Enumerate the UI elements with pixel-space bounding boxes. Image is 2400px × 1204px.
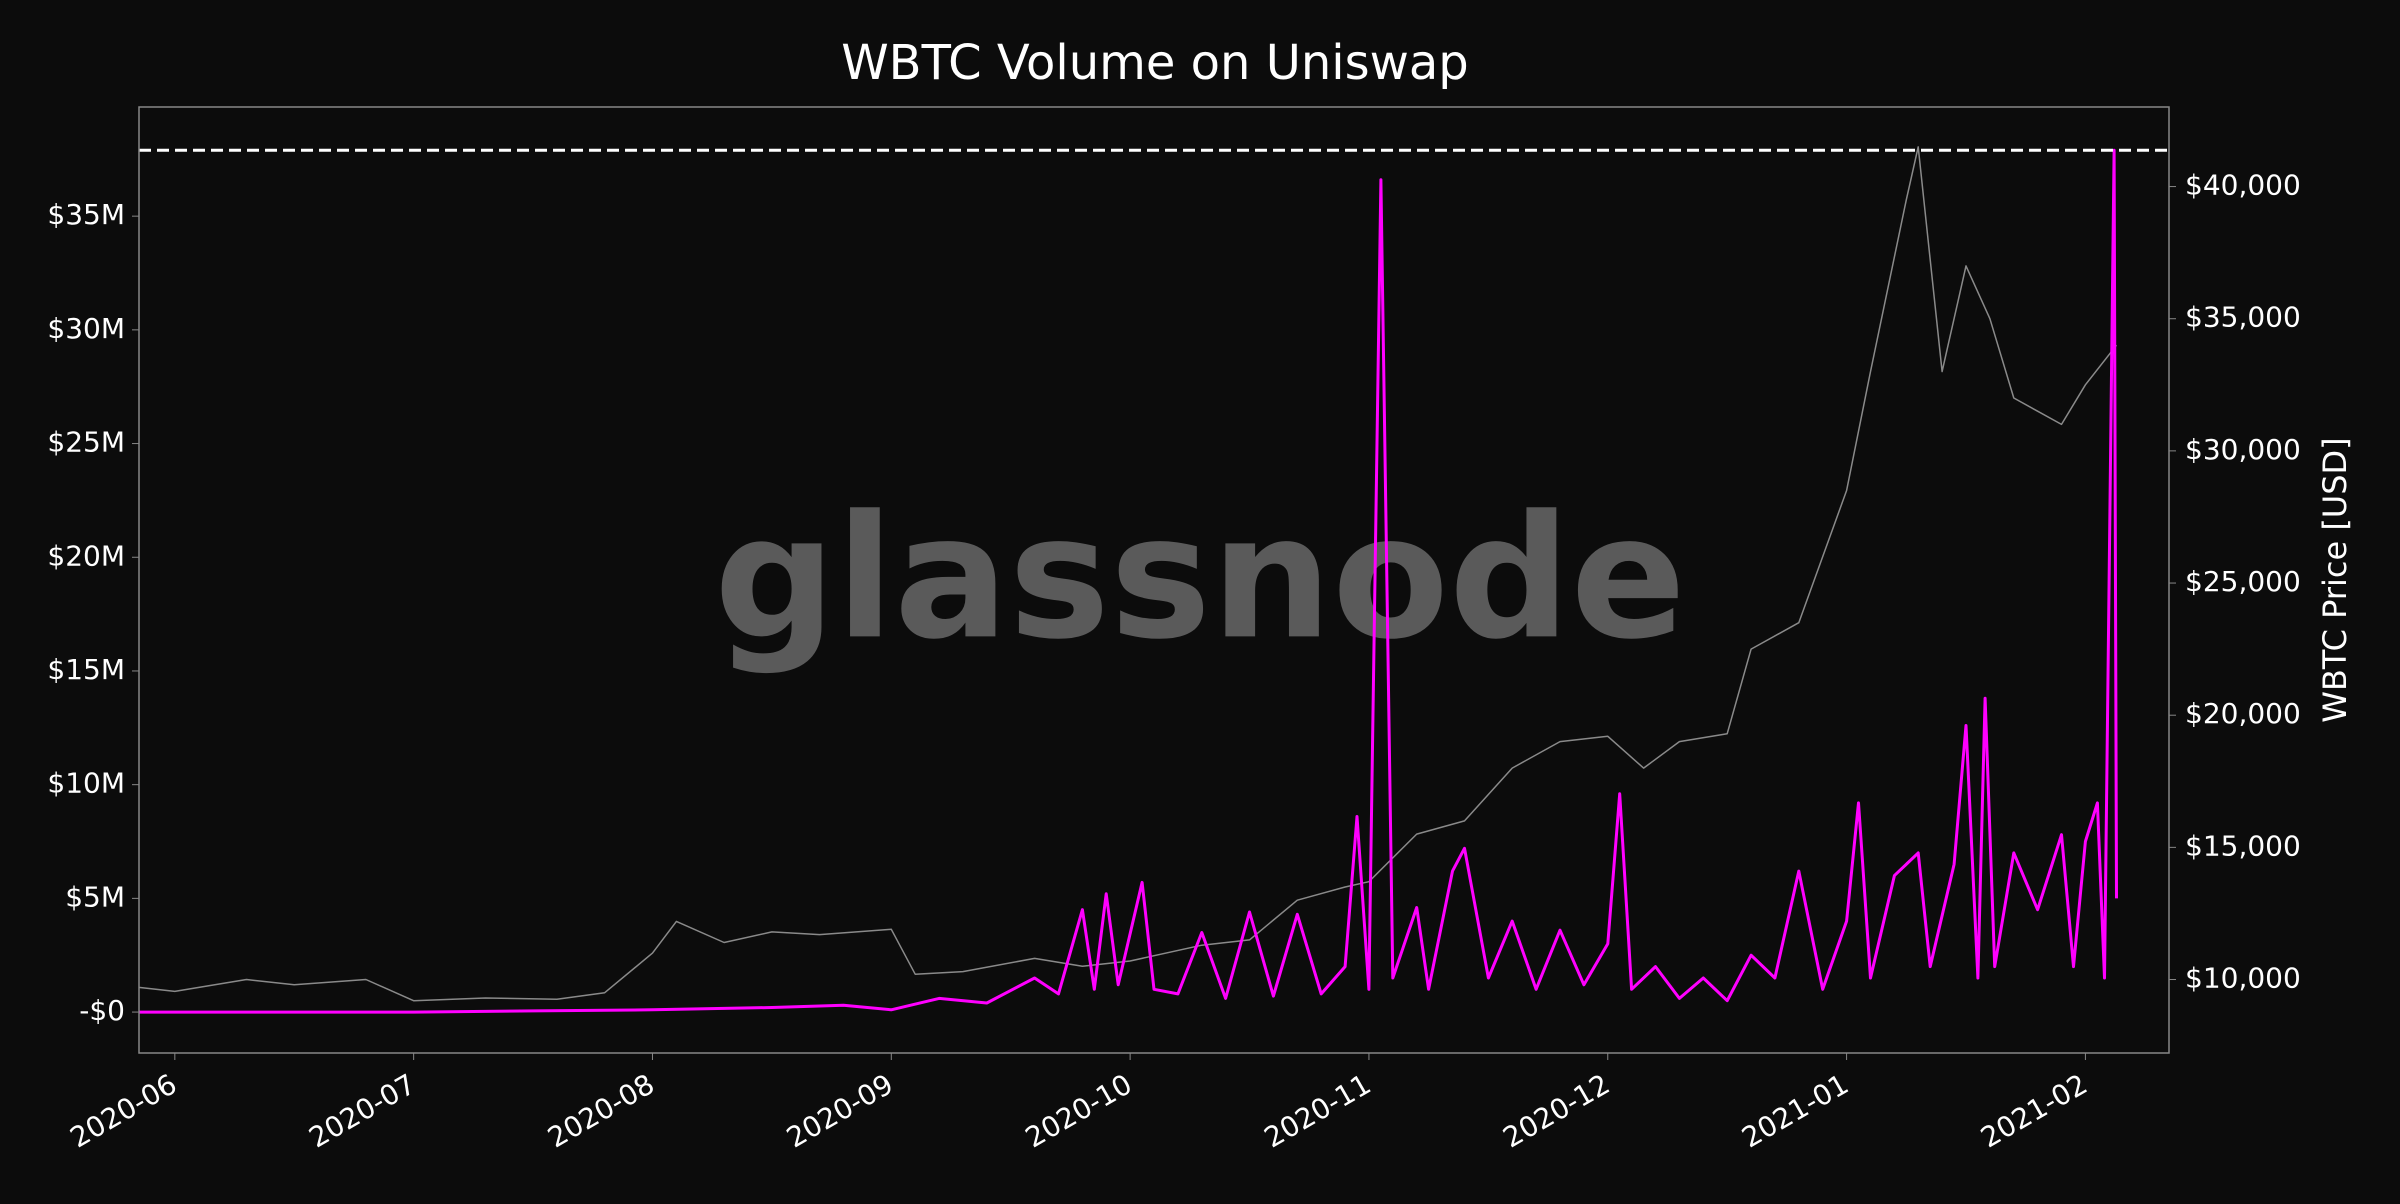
y-tick-label: $5M <box>65 880 125 913</box>
y2-tick-label: $20,000 <box>2185 697 2301 730</box>
y-tick-label: -$0 <box>79 994 125 1027</box>
y2-tick-label: $40,000 <box>2185 169 2301 202</box>
y-tick-label: $35M <box>47 198 125 231</box>
y2-tick-label: $10,000 <box>2185 962 2301 995</box>
y2-axis-label: WBTC Price [USD] <box>2316 437 2354 722</box>
y2-tick-label: $15,000 <box>2185 829 2301 862</box>
price-line <box>138 146 2118 1002</box>
y-tick-label: $25M <box>47 426 125 459</box>
chart-title: WBTC Volume on Uniswap <box>841 35 1469 91</box>
y-tick-label: $10M <box>47 767 125 800</box>
plot-frame <box>138 106 2170 1054</box>
y2-tick-label: $30,000 <box>2185 433 2301 466</box>
volume-line <box>139 148 2118 1014</box>
watermark: glassnode <box>714 479 1686 677</box>
y-tick-label: $30M <box>47 312 125 345</box>
y-tick-label: $20M <box>47 539 125 572</box>
y-tick-label: $15M <box>47 653 125 686</box>
y2-tick-label: $25,000 <box>2185 565 2301 598</box>
y2-tick-label: $35,000 <box>2185 301 2301 334</box>
